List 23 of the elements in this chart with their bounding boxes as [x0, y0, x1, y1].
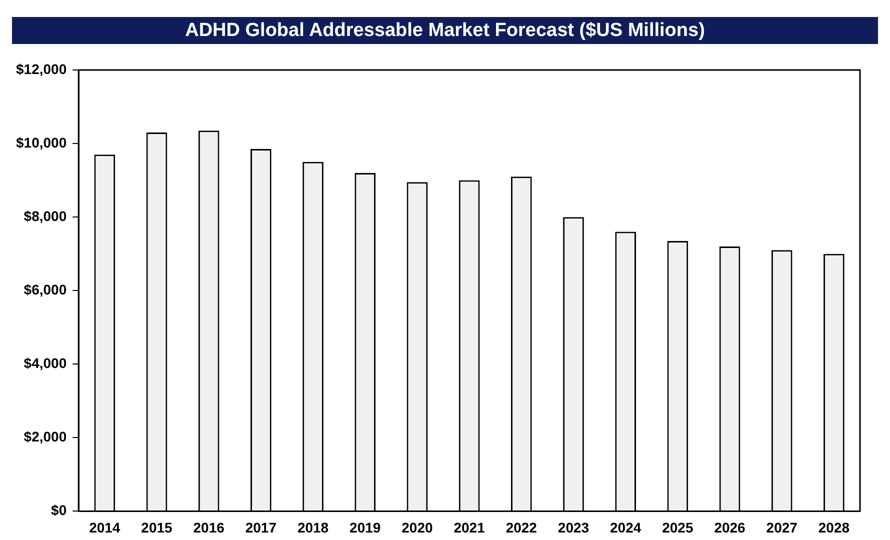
x-tick-label: 2026	[714, 519, 746, 536]
y-tick-label: $8,000	[24, 208, 67, 224]
x-tick-label: 2028	[818, 519, 850, 536]
x-tick-label: 2022	[506, 519, 538, 536]
x-tick-label: 2019	[350, 519, 381, 536]
x-tick-label: 2025	[662, 519, 694, 536]
chart-title: ADHD Global Addressable Market Forecast ($US Millions)	[12, 17, 878, 44]
x-tick-label: 2015	[141, 519, 173, 536]
x-tick-label: 2023	[558, 519, 590, 536]
y-tick-label: $6,000	[24, 281, 67, 298]
x-tick-label: 2027	[766, 519, 798, 536]
x-tick-label: 2017	[245, 519, 277, 536]
y-tick-label: $2,000	[24, 428, 67, 445]
y-tick-label: $0	[51, 502, 67, 518]
x-tick-label: 2018	[297, 519, 329, 536]
x-tick-label: 2016	[193, 519, 225, 536]
y-tick-label: $10,000	[16, 134, 67, 150]
x-tick-label: 2024	[610, 519, 642, 536]
y-tick-label: $4,000	[24, 354, 67, 371]
x-tick-label: 2014	[89, 519, 120, 536]
y-tick-label: $12,000	[16, 60, 67, 77]
x-tick-label: 2021	[454, 519, 486, 536]
x-tick-label: 2020	[402, 519, 433, 536]
